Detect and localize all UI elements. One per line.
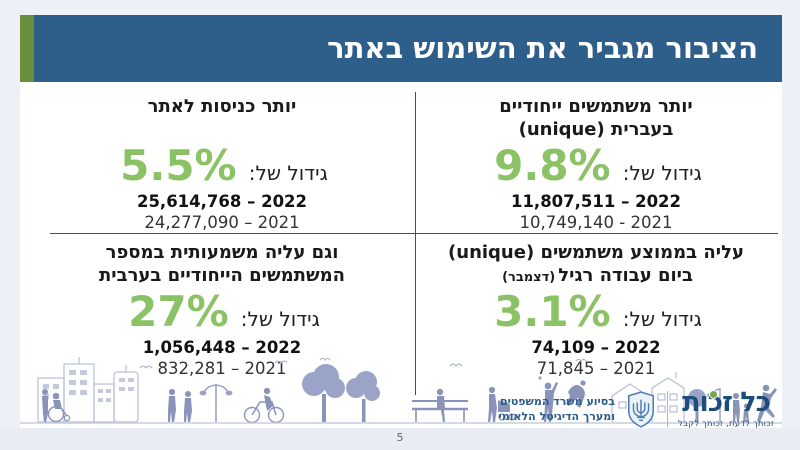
- growth-value: 27%: [128, 287, 229, 336]
- parent-and-child: [733, 393, 749, 422]
- man-with-dog: [538, 376, 586, 422]
- kol-zchut-logo: כל זכות זכותך לדעת, זכותך לקבל: [678, 389, 774, 429]
- stat-avg-daily-users: עליה בממוצע משתמשים (unique) ביום עבודה …: [422, 241, 770, 379]
- slide-title: הציבור מגביר את השימוש באתר: [327, 31, 758, 65]
- growth-value: 9.8%: [494, 141, 611, 190]
- value-2022: 25,614,768 – 2022: [136, 192, 308, 211]
- growth-label: גידול של:: [622, 307, 702, 331]
- value-2022: 74,109 – 2022: [531, 338, 661, 357]
- footer-brand-row: כל זכות זכותך לדעת, זכותך לקבל בסיוע משר…: [499, 387, 774, 431]
- building-windows: [43, 370, 134, 402]
- growth-value: 5.5%: [120, 141, 237, 190]
- slide: הציבור מגביר את השימוש באתר יותר משתמשים…: [20, 15, 782, 431]
- stat-title: יותר כניסות לאתר: [147, 96, 297, 117]
- city-illustration: [20, 357, 782, 424]
- value-2021: 832,281 – 2021: [157, 358, 287, 378]
- logo-dot-icon: [708, 390, 718, 399]
- street-lamp-left: [199, 384, 233, 422]
- stat-title: עליה בממוצע משתמשים (unique) ביום עבודה …: [448, 242, 744, 287]
- stat-title-note: (דצמבר): [502, 270, 556, 286]
- cyclist: [243, 387, 285, 424]
- growth-value: 3.1%: [494, 287, 611, 336]
- growth-label: גידול של:: [240, 307, 320, 331]
- buildings-outline: [37, 357, 139, 423]
- kol-zchut-wordmark: כל זכות: [682, 387, 771, 418]
- value-2021: 24,277,090 – 2021: [144, 212, 300, 232]
- header-accent-bar: [20, 15, 34, 82]
- value-2022: 1,056,448 – 2022: [142, 338, 302, 357]
- page-number: 5: [396, 431, 404, 444]
- small-tree-right: [688, 389, 706, 422]
- slide-header: הציבור מגביר את השימוש באתר: [20, 15, 782, 82]
- horizontal-divider: [50, 233, 778, 234]
- walking-figures: [168, 388, 192, 422]
- vertical-divider: [415, 92, 416, 395]
- jogger: [757, 384, 777, 422]
- kol-zchut-tagline: זכותך לדעת, זכותך לקבל: [677, 419, 774, 429]
- wheelchair-pair: [42, 389, 71, 423]
- stat-arabic-unique-users: וגם עליה משמעותית במספר המשתמשים הייחודי…: [38, 241, 406, 379]
- value-2021: 10,749,140 - 2021: [519, 212, 673, 232]
- stat-hebrew-unique-users: יותר משתמשים ייחודיים בעברית (unique) גי…: [422, 95, 770, 233]
- birds: [139, 357, 587, 369]
- bench-with-person: [412, 388, 468, 422]
- brand-separator: [666, 391, 668, 427]
- value-2021: 71,845 – 2021: [536, 358, 656, 378]
- israel-emblem-icon: [627, 391, 654, 428]
- page-footer: 5: [0, 428, 800, 450]
- value-2022: 11,807,511 – 2022: [510, 192, 682, 211]
- growth-label: גידול של:: [622, 161, 702, 185]
- stroller-walker: [488, 386, 516, 422]
- growth-label: גידול של:: [248, 161, 328, 185]
- stat-title: יותר משתמשים ייחודיים בעברית (unique): [499, 96, 693, 141]
- credit-text: בסיוע משרד המשפטים ומערך הדיגיטל הלאומי: [498, 394, 615, 423]
- stat-site-visits: יותר כניסות לאתר גידול של: 5.5% 25,614,7…: [38, 95, 406, 233]
- park-trees: [302, 364, 380, 422]
- stat-title: וגם עליה משמעותית במספר המשתמשים הייחודי…: [99, 242, 345, 287]
